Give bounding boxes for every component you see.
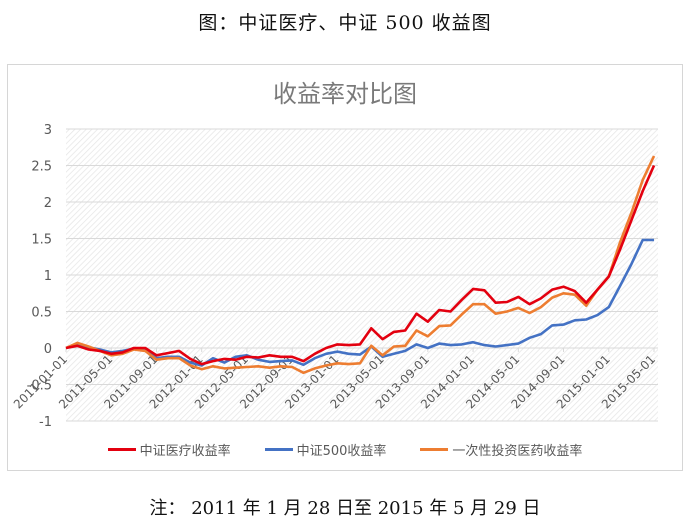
legend-item-medical: 中证医疗收益率 — [107, 440, 231, 459]
legend-label: 中证医疗收益率 — [139, 444, 231, 459]
legend-label: 一次性投资医药收益率 — [452, 444, 583, 459]
legend-label: 中证500收益率 — [296, 444, 387, 459]
chart-title: 收益率对比图 — [273, 80, 417, 108]
y-tick-label: -1 — [39, 415, 52, 430]
y-tick-label: 1.5 — [31, 233, 52, 248]
y-tick-label: 1 — [44, 269, 52, 284]
y-tick-label: 0 — [44, 342, 52, 357]
y-tick-label: 3 — [44, 123, 52, 138]
date-range-note: 注： 2011 年 1 月 28 日至 2015 年 5 月 29 日 — [149, 498, 541, 519]
legend-swatch-red — [107, 448, 136, 451]
legend-item-lump-sum: 一次性投资医药收益率 — [420, 440, 582, 459]
y-tick-label: -0.5 — [27, 379, 52, 394]
y-tick-label: 2 — [44, 196, 52, 211]
y-tick-label: 2.5 — [31, 160, 52, 175]
gridlines — [66, 128, 658, 422]
figure-caption: 图：中证医疗、中证 500 收益图 — [198, 12, 492, 34]
y-tick-label: 0.5 — [31, 306, 52, 321]
y-axis: 3 2.5 2 1.5 1 0.5 0 -0.5 -1 — [27, 123, 52, 430]
legend-swatch-orange — [420, 448, 449, 451]
series-lines — [65, 155, 656, 375]
legend-swatch-blue — [264, 448, 293, 451]
series-line — [65, 155, 656, 375]
legend-item-csi500: 中证500收益率 — [264, 440, 387, 459]
series-line — [65, 238, 654, 367]
legend: 中证医疗收益率 中证500收益率 一次性投资医药收益率 — [0, 440, 690, 459]
series-line — [65, 164, 656, 366]
